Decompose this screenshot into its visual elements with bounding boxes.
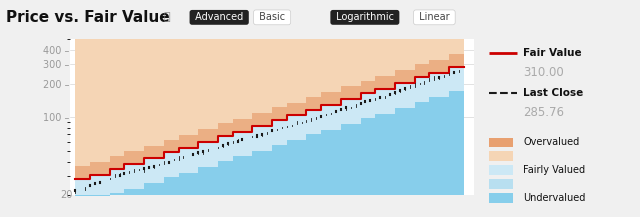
Bar [490,138,513,147]
Text: Basic: Basic [256,12,288,22]
Text: Logarithmic: Logarithmic [333,12,397,22]
Text: Linear: Linear [416,12,452,22]
Text: 310.00: 310.00 [524,66,564,79]
Text: Overvalued: Overvalued [524,137,579,147]
Text: Fairly Valued: Fairly Valued [524,165,586,175]
Text: Fair Value: Fair Value [524,48,582,58]
Text: Price vs. Fair Value: Price vs. Fair Value [6,10,170,25]
Bar [490,165,513,175]
Text: Advanced: Advanced [192,12,246,22]
Text: Undervalued: Undervalued [524,193,586,203]
Text: 285.76: 285.76 [524,106,564,119]
Bar [490,193,513,203]
Text: 20: 20 [61,190,73,200]
Bar [490,179,513,189]
Text: Last Close: Last Close [524,88,584,98]
Bar [490,151,513,161]
Text: ⓘ: ⓘ [163,12,170,22]
